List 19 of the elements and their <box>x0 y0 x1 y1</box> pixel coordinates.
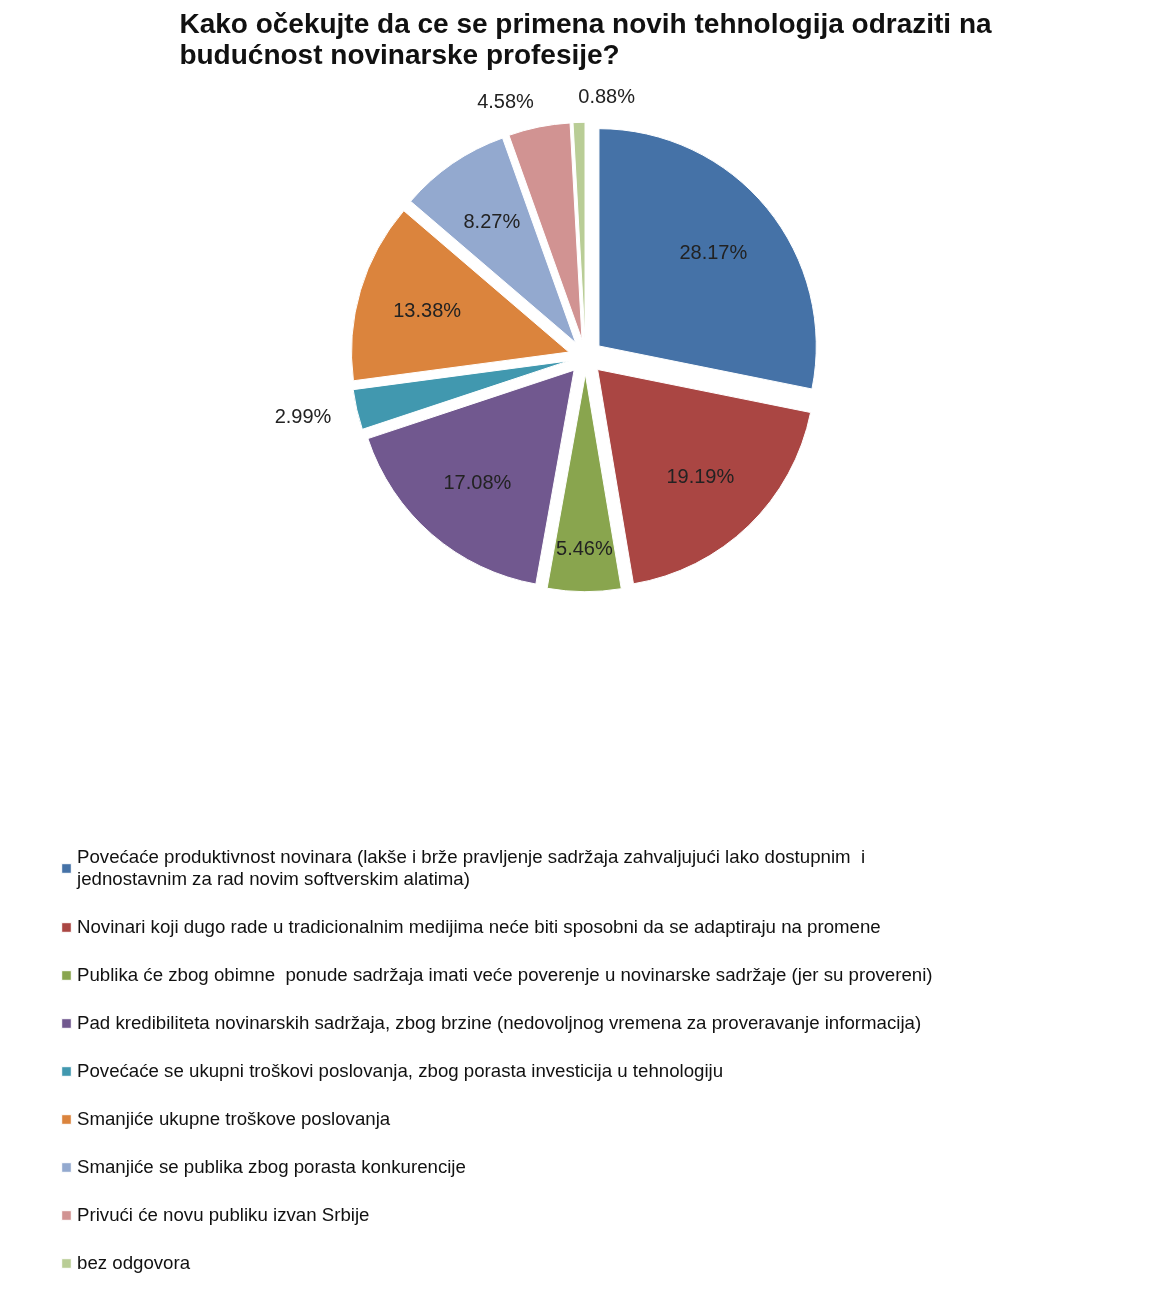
legend-label: Publika će zbog obimne ponude sadržaja imati veće poverenje u novinarske sadržaje (jer su provereni) <box>77 964 933 986</box>
legend-label: Smanjiće se publika zbog porasta konkurencije <box>77 1156 466 1178</box>
legend-label: Smanjiće ukupne troškove poslovanja <box>77 1108 391 1130</box>
legend-label: Povećaće se ukupni troškovi poslovanja, zbog porasta investicija u tehnologiju <box>77 1060 724 1082</box>
data-label: 4.58% <box>477 90 535 113</box>
data-label: 17.08% <box>443 470 512 493</box>
legend-label: Pad kredibiliteta novinarskih sadržaja, zbog brzine (nedovoljnog vremena za proveravanje informacija) <box>77 1012 922 1034</box>
legend-label: Povećaće produktivnost novinara (lakše i brže pravljenje sadržaja zahvaljujući lako dostupnim i jednostavnim za rad novim softverskim alatima) <box>77 846 866 890</box>
legend-label: Privući će novu publiku izvan Srbije <box>77 1204 370 1226</box>
data-label: 2.99% <box>274 404 332 427</box>
data-label: 28.17% <box>679 241 748 264</box>
data-label: 0.88% <box>578 85 636 108</box>
legend-label: bez odgovora <box>77 1252 191 1274</box>
data-label: 5.46% <box>556 537 613 560</box>
data-label: 19.19% <box>666 464 735 487</box>
data-label: 13.38% <box>393 299 462 322</box>
data-label: 8.27% <box>463 209 521 232</box>
chart-title: Kako očekujte da ce se primena novih tehnologija odraziti na budućnost novinarske profesije? <box>179 7 993 70</box>
legend-label: Novinari koji dugo rade u tradicionalnim medijima neće biti sposobni da se adaptiraju na promene <box>77 916 881 938</box>
